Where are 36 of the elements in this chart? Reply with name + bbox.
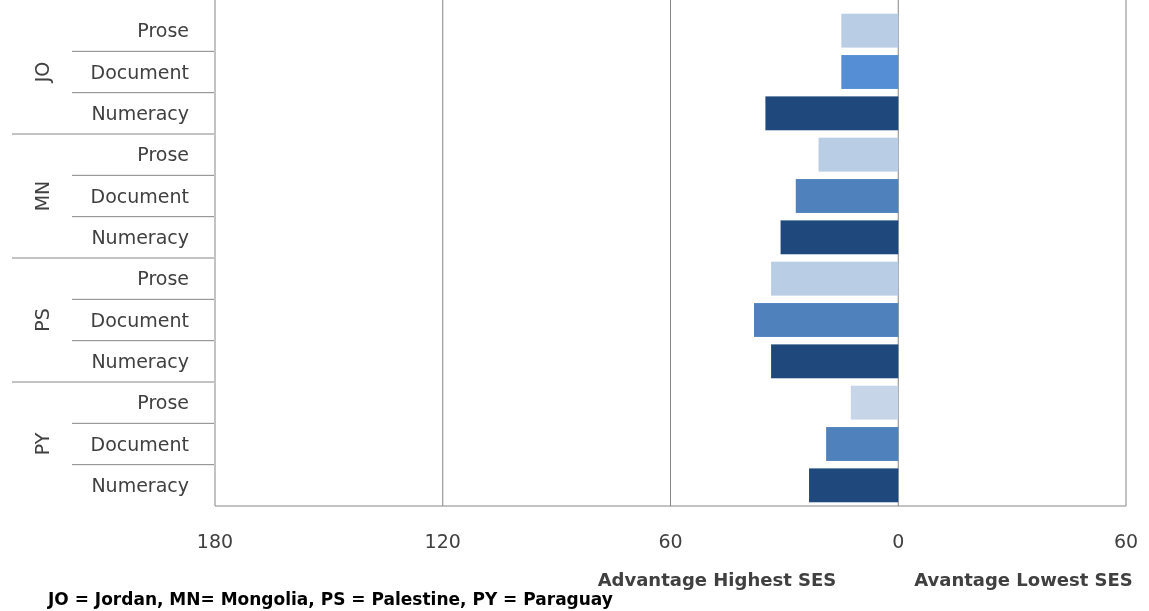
bar <box>780 220 899 255</box>
y-tick-label: Prose <box>137 143 189 166</box>
x-tick-label: 60 <box>1113 530 1139 552</box>
bar <box>795 179 899 213</box>
y-tick-label: Prose <box>137 19 189 42</box>
text: Avantage Lowest SES <box>914 569 1133 590</box>
bar <box>818 137 899 172</box>
y-tick-label: Numeracy <box>91 225 189 248</box>
y-tick-label: Document <box>90 308 189 331</box>
x-tick-label: 180 <box>196 530 234 552</box>
text: PS <box>30 308 53 332</box>
text: JO <box>30 61 53 84</box>
text: JO = Jordan, MN= Mongolia, PS = Palestine, PY = Paraguay <box>47 589 613 609</box>
y-tick-label: Numeracy <box>91 473 189 496</box>
bar <box>771 344 899 379</box>
bar <box>841 55 899 89</box>
x-tick-label: 0 <box>892 530 905 552</box>
bar <box>850 385 899 420</box>
y-tick-label: Document <box>90 60 189 83</box>
bar <box>826 427 899 461</box>
text: PY <box>30 432 53 456</box>
bar <box>841 13 899 48</box>
x-tick-label: 60 <box>658 530 683 552</box>
y-tick-label: Numeracy <box>91 349 189 372</box>
y-tick-label: Document <box>90 432 189 455</box>
y-tick-label: Document <box>90 184 189 207</box>
bar <box>771 261 899 296</box>
bar <box>765 96 899 131</box>
bar <box>809 468 899 503</box>
text: MN <box>30 180 53 212</box>
y-tick-label: Prose <box>137 267 189 290</box>
y-tick-label: Numeracy <box>91 101 189 124</box>
bar <box>754 303 899 337</box>
x-tick-label: 120 <box>424 530 461 552</box>
x-axis-title: Advantage Highest SES <box>597 569 837 590</box>
y-tick-label: Prose <box>137 391 189 414</box>
